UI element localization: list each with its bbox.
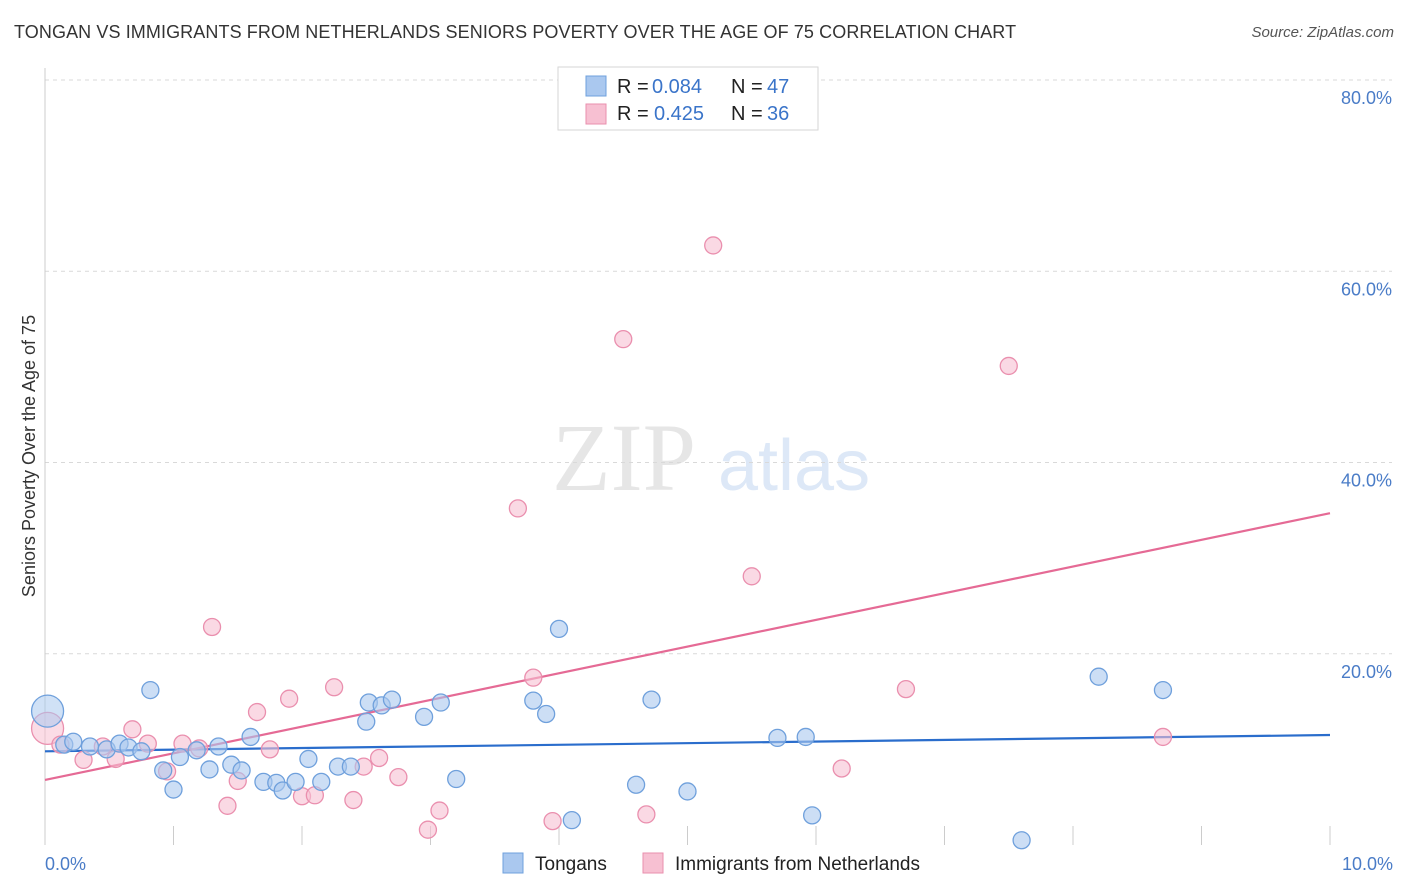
- tongan-point: [524, 691, 543, 710]
- netherlands-point: [896, 679, 916, 699]
- tongan-point: [414, 707, 434, 727]
- tongan-point: [241, 727, 260, 747]
- netherlands-point: [543, 811, 562, 831]
- legend-r-value: 0.084: [652, 76, 702, 98]
- tongan-point: [209, 737, 228, 756]
- netherlands-point: [832, 759, 851, 778]
- stats-legend: R = 0.084 N = 47 R = 0.425 N = 36: [557, 66, 819, 131]
- tongan-point: [341, 757, 360, 776]
- tongan-point: [802, 806, 822, 825]
- y-tick-label: 20.0%: [1341, 662, 1392, 682]
- tongan-trend-line: [44, 733, 1331, 753]
- watermark-atlas: atlas: [718, 426, 870, 506]
- tongan-point: [562, 810, 581, 830]
- legend-r-value: 0.425: [654, 103, 704, 125]
- netherlands-trend-line: [44, 512, 1331, 782]
- tongan-point: [187, 741, 206, 760]
- tongan-point: [164, 780, 183, 799]
- netherlands-point: [704, 236, 723, 255]
- x-tick-label: 0.0%: [45, 854, 86, 874]
- netherlands-point: [260, 740, 280, 759]
- x-tick-label: 10.0%: [1342, 854, 1393, 874]
- netherlands-point: [508, 499, 528, 518]
- tongan-point: [273, 781, 292, 800]
- y-tick-label: 80.0%: [1341, 88, 1392, 108]
- tongan-point: [431, 693, 450, 712]
- tongan-point: [312, 772, 331, 792]
- legend-swatch-tongans: [502, 852, 524, 874]
- legend-label-tongans: Tongans: [535, 854, 607, 875]
- netherlands-point: [637, 805, 656, 824]
- netherlands-point: [247, 702, 267, 722]
- tongan-point: [796, 727, 815, 747]
- netherlands-point: [279, 689, 299, 708]
- tongan-point: [299, 749, 318, 769]
- y-axis-label: Seniors Poverty Over the Age of 75: [19, 315, 39, 597]
- legend-swatch-netherlands: [585, 103, 607, 125]
- trend-lines: [44, 512, 1331, 782]
- tongan-point: [1153, 680, 1173, 700]
- tongan-point: [447, 769, 466, 789]
- tongan-point: [232, 761, 251, 780]
- tongan-point: [642, 690, 661, 709]
- legend-n-value: 36: [767, 103, 789, 125]
- netherlands-point: [524, 668, 543, 687]
- legend-swatch-netherlands: [642, 852, 664, 874]
- tongan-point: [768, 728, 787, 748]
- tongan-point: [382, 690, 402, 709]
- tongan-point: [170, 747, 190, 767]
- tongan-point: [626, 775, 646, 794]
- netherlands-point: [344, 790, 363, 810]
- series-legend: Tongans Immigrants from Netherlands: [502, 852, 920, 875]
- data-points: [30, 236, 1173, 850]
- legend-r-label: R =: [617, 103, 649, 125]
- y-tick-label: 40.0%: [1341, 471, 1392, 491]
- netherlands-point: [218, 796, 237, 815]
- legend-label-netherlands: Immigrants from Netherlands: [675, 854, 920, 875]
- netherlands-point: [202, 617, 222, 637]
- source-label: Source: ZipAtlas.com: [1251, 24, 1394, 41]
- tongan-point: [537, 704, 556, 724]
- legend-n-label: N =: [731, 76, 763, 98]
- netherlands-point: [742, 567, 761, 586]
- tongan-point: [200, 760, 219, 779]
- tongan-point: [357, 712, 376, 731]
- tongan-point: [132, 742, 151, 761]
- netherlands-point: [1153, 727, 1173, 747]
- tongan-point: [678, 782, 697, 801]
- netherlands-point: [389, 767, 408, 787]
- y-tick-label: 60.0%: [1341, 279, 1392, 299]
- grid-lines: [45, 79, 1392, 655]
- chart-title: TONGAN VS IMMIGRANTS FROM NETHERLANDS SE…: [14, 22, 1017, 42]
- netherlands-point: [369, 748, 389, 768]
- tongan-point: [141, 680, 160, 700]
- legend-swatch-tongans: [585, 75, 607, 97]
- tongan-point: [64, 732, 83, 751]
- tongan-point: [1089, 667, 1108, 686]
- tongan-point: [30, 694, 65, 728]
- watermark-zip: ZIP: [552, 404, 696, 511]
- tongan-point: [1012, 831, 1031, 850]
- legend-n-value: 47: [767, 76, 789, 98]
- tongan-point: [549, 619, 569, 639]
- legend-n-label: N =: [731, 103, 763, 125]
- netherlands-point: [418, 820, 438, 839]
- netherlands-point: [430, 801, 449, 820]
- tongan-point: [154, 761, 173, 780]
- tick-labels: 20.0% 40.0% 60.0% 80.0% 0.0% 10.0%: [45, 88, 1393, 874]
- netherlands-point: [614, 329, 633, 349]
- netherlands-point: [324, 678, 344, 697]
- tongan-point: [286, 772, 305, 792]
- netherlands-point: [123, 720, 142, 739]
- legend-r-label: R =: [617, 76, 649, 98]
- tongan-point: [80, 737, 100, 756]
- netherlands-point: [999, 356, 1018, 376]
